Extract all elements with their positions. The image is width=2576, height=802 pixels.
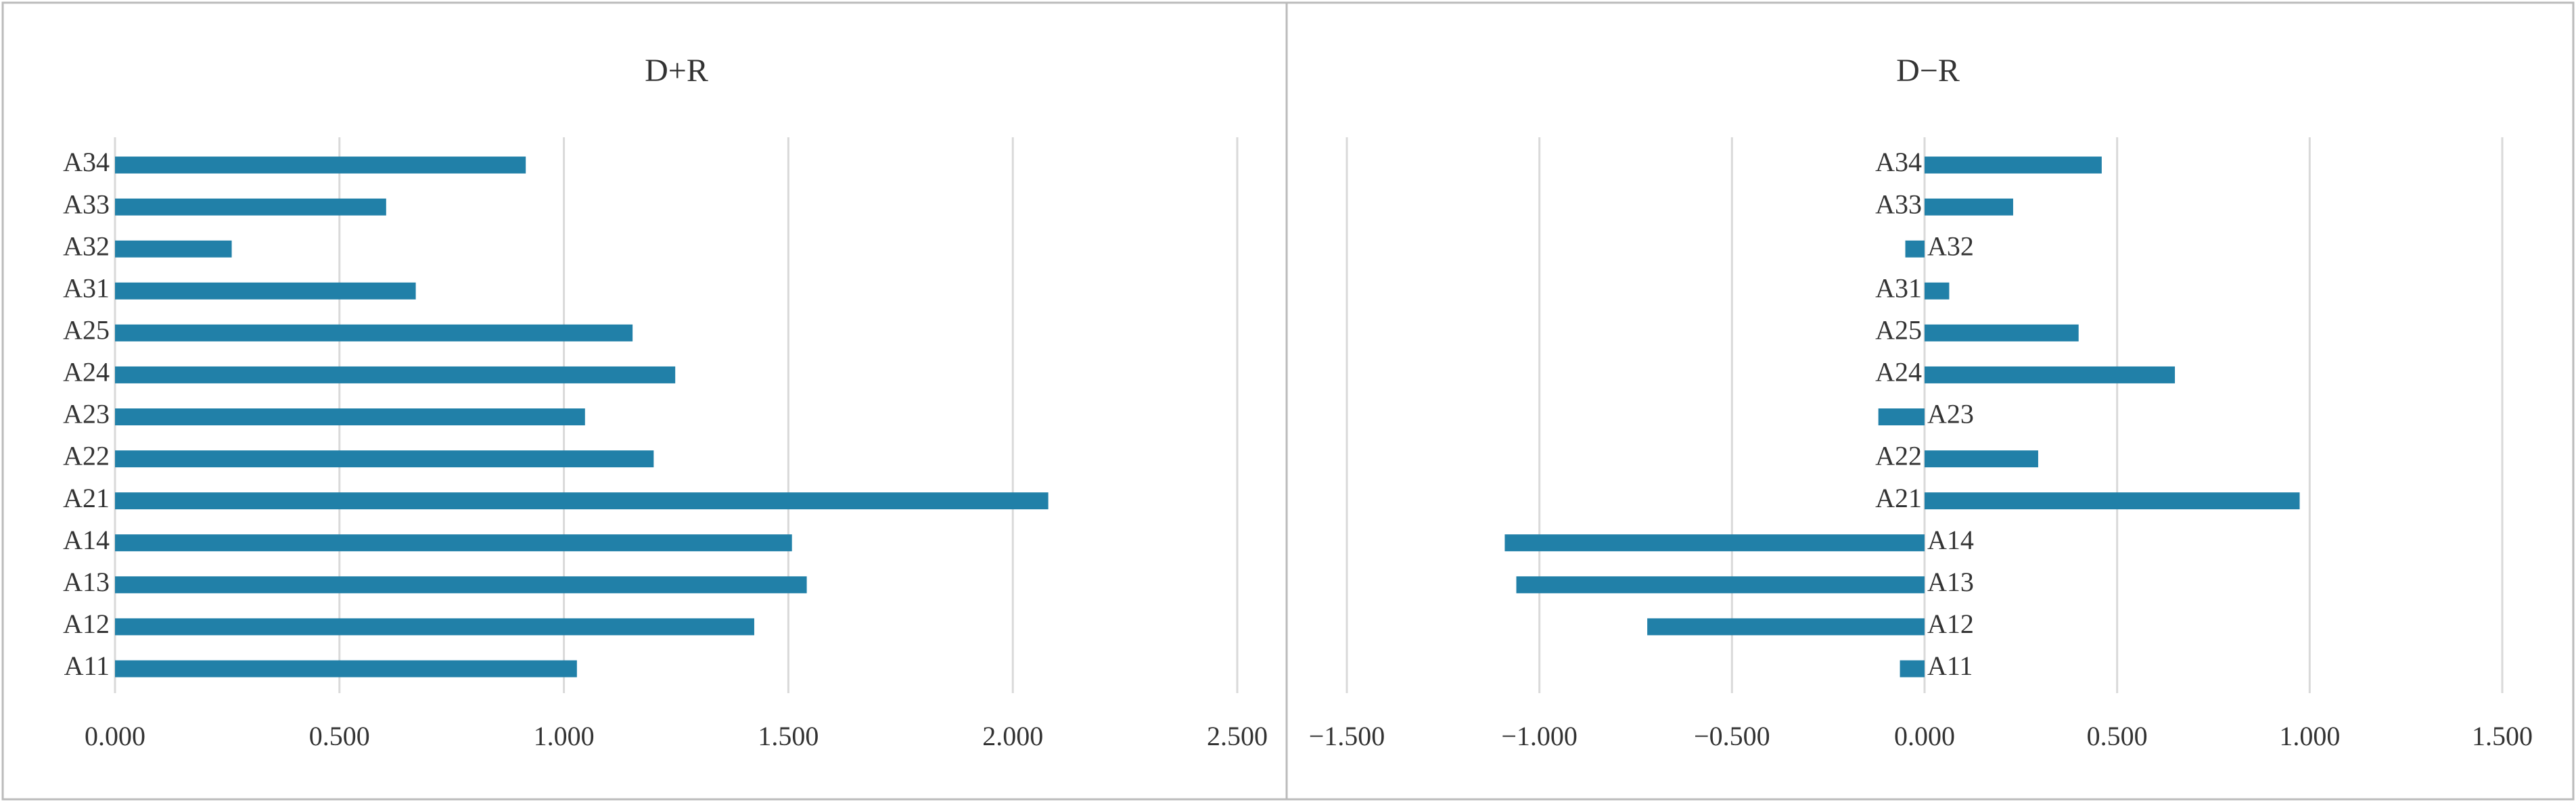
bar — [115, 282, 416, 300]
bar — [1925, 198, 2013, 216]
bar — [1925, 492, 2300, 510]
y-tick-label: A31 — [1875, 273, 1922, 303]
y-tick-label: A11 — [64, 651, 110, 681]
y-tick-label: A12 — [63, 609, 110, 639]
x-tick-label: 1.000 — [534, 721, 595, 751]
y-tick-label: A12 — [1927, 609, 1974, 639]
bar — [1925, 282, 1950, 300]
x-tick-label: 0.500 — [309, 721, 370, 751]
y-tick-label: A14 — [1927, 525, 1974, 555]
x-tick-label: −1.500 — [1309, 721, 1385, 751]
x-tick-label: 2.500 — [1207, 721, 1268, 751]
bar — [115, 408, 585, 425]
x-tick-label: 0.500 — [2087, 721, 2148, 751]
bar — [1925, 366, 2176, 383]
bar — [1925, 324, 2079, 341]
bar — [1647, 618, 1925, 636]
x-tick-label: 0.000 — [1894, 721, 1955, 751]
chart-title: D−R — [1896, 53, 1960, 89]
bar — [1900, 660, 1925, 678]
y-tick-label: A14 — [63, 525, 110, 555]
bar — [115, 492, 1049, 510]
y-tick-label: A24 — [63, 357, 110, 387]
y-tick-label: A21 — [63, 483, 110, 513]
bar — [1516, 576, 1925, 594]
bar — [115, 366, 676, 383]
bar — [115, 324, 633, 341]
bar — [115, 450, 654, 468]
bar — [1878, 408, 1925, 425]
y-tick-label: A11 — [1927, 651, 1973, 681]
bar — [1925, 156, 2102, 174]
bar — [1925, 450, 2038, 468]
y-tick-label: A33 — [63, 189, 110, 219]
y-tick-label: A34 — [1875, 147, 1922, 177]
y-tick-label: A24 — [1875, 357, 1922, 387]
y-tick-label: A13 — [1927, 567, 1974, 597]
chart-title: D+R — [645, 53, 708, 89]
y-tick-label: A34 — [63, 147, 110, 177]
y-tick-label: A23 — [1927, 399, 1974, 429]
y-tick-label: A31 — [63, 273, 110, 303]
x-tick-label: 1.500 — [758, 721, 819, 751]
y-tick-label: A25 — [63, 315, 110, 346]
y-tick-label: A33 — [1875, 189, 1922, 219]
y-tick-label: A32 — [1927, 231, 1974, 261]
y-tick-label: A22 — [1875, 441, 1922, 471]
y-tick-label: A21 — [1875, 483, 1922, 513]
bar — [115, 240, 232, 258]
bar — [115, 198, 386, 216]
bar — [115, 660, 577, 678]
bar — [115, 534, 792, 552]
y-tick-label: A22 — [63, 441, 110, 471]
y-tick-label: A25 — [1875, 315, 1922, 346]
y-tick-label: A23 — [63, 399, 110, 429]
bar — [115, 618, 754, 636]
bar — [115, 156, 526, 174]
x-tick-label: 0.000 — [85, 721, 145, 751]
x-tick-label: −1.000 — [1501, 721, 1578, 751]
x-tick-label: 1.000 — [2279, 721, 2340, 751]
bar — [1905, 240, 1925, 258]
y-tick-label: A13 — [63, 567, 110, 597]
y-tick-label: A32 — [63, 231, 110, 261]
x-tick-label: 2.000 — [982, 721, 1043, 751]
x-tick-label: −0.500 — [1694, 721, 1770, 751]
bar — [1504, 534, 1925, 552]
bar — [115, 576, 807, 594]
x-tick-label: 1.500 — [2472, 721, 2533, 751]
